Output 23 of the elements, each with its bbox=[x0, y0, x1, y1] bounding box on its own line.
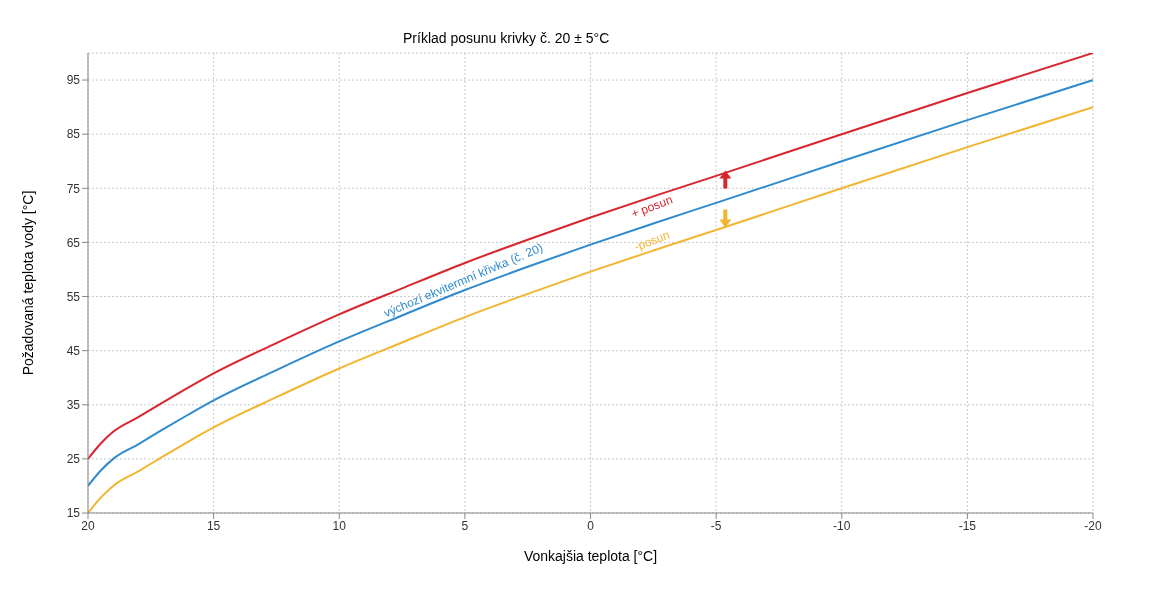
x-tick-label: 15 bbox=[206, 518, 221, 533]
y-tick-label: 25 bbox=[66, 452, 81, 467]
x-tick-label: 10 bbox=[332, 518, 347, 533]
x-tick-label: -10 bbox=[833, 518, 851, 533]
x-tick-label: 20 bbox=[81, 518, 95, 533]
y-tick-label: 85 bbox=[66, 127, 81, 142]
y-tick-label: 35 bbox=[66, 398, 81, 413]
y-axis-title: Požadovaná teplota vody [°C] bbox=[19, 190, 36, 376]
y-tick-label: 65 bbox=[66, 235, 81, 250]
text: -posun bbox=[632, 227, 672, 254]
x-tick-label: -5 bbox=[710, 518, 722, 533]
y-tick-label: 95 bbox=[66, 73, 81, 88]
chart-title: Príklad posunu krivky č. 20 ± 5°C bbox=[403, 30, 610, 46]
x-tick-label: -15 bbox=[958, 518, 977, 533]
y-tick-label: 55 bbox=[66, 289, 81, 304]
text: + posun bbox=[629, 192, 675, 221]
x-tick-label: 0 bbox=[587, 518, 595, 533]
y-tick-label: 45 bbox=[66, 343, 81, 358]
y-tick-label: 75 bbox=[66, 181, 81, 196]
x-tick-label: -20 bbox=[1084, 518, 1102, 533]
x-axis-title: Vonkajšia teplota [°C] bbox=[523, 548, 658, 564]
y-tick-label: 15 bbox=[66, 506, 81, 521]
x-tick-label: 5 bbox=[461, 518, 469, 533]
